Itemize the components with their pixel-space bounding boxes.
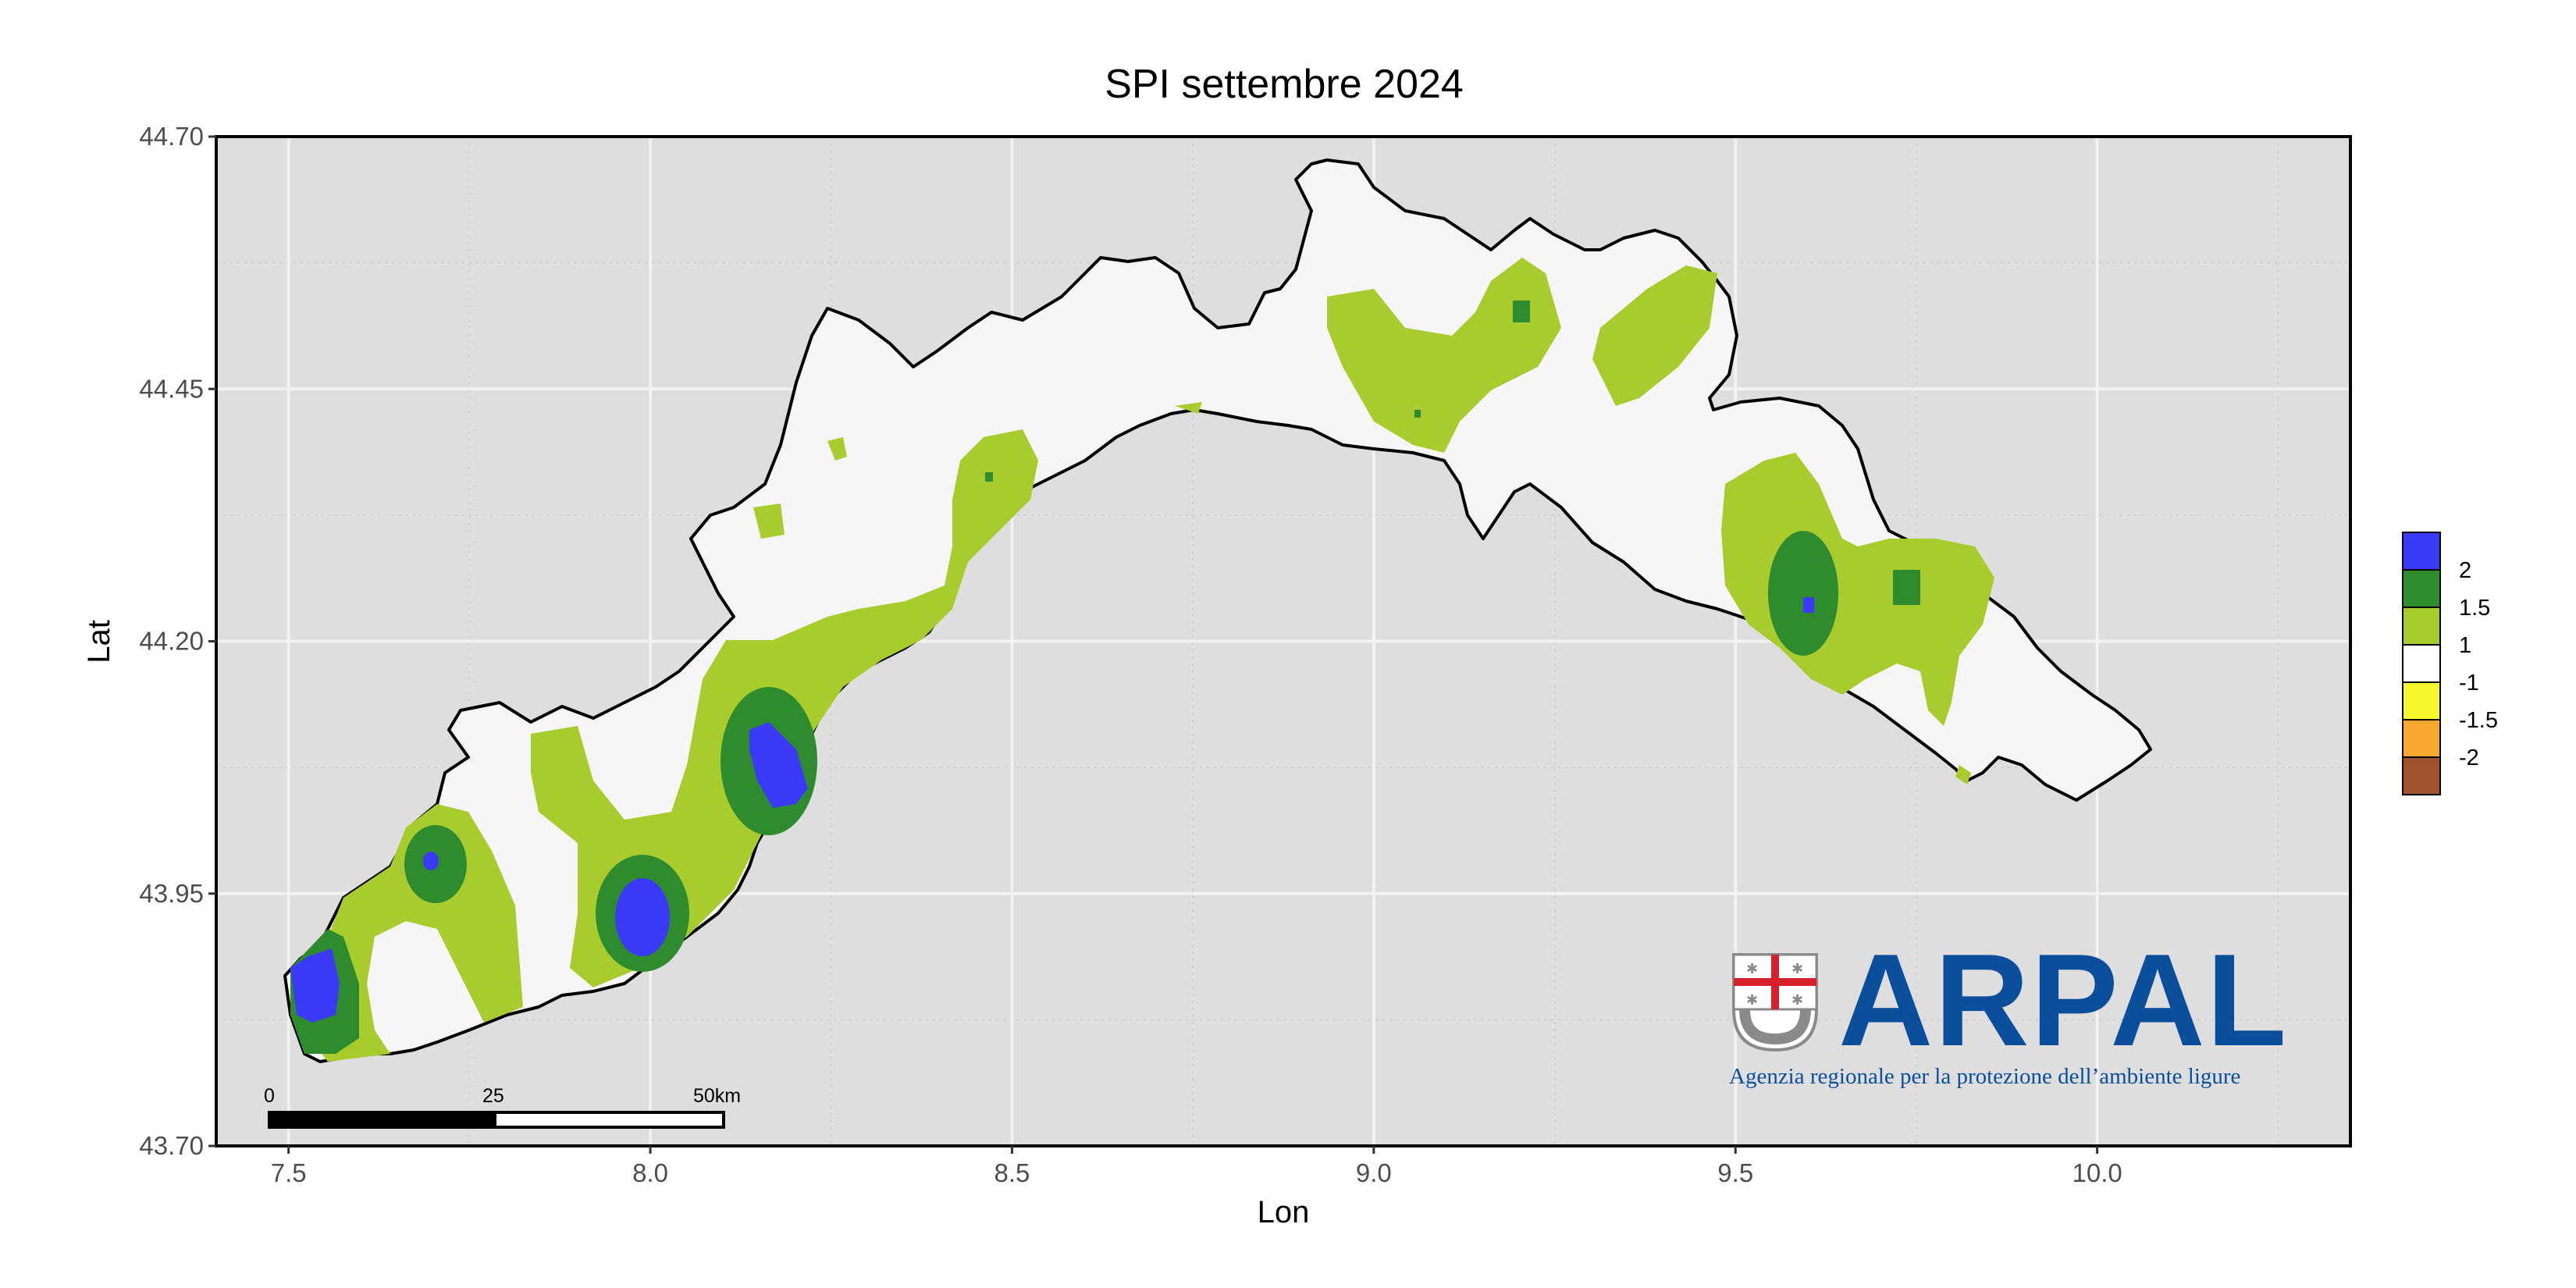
- logo-tagline: Agenzia regionale per la protezione dell…: [1729, 1064, 2241, 1089]
- x-axis-title: Lon: [1258, 1195, 1310, 1229]
- x-tick-label: 9.5: [1717, 1158, 1753, 1187]
- spi-zone-moderately-wet: [1592, 265, 1717, 406]
- spi-zone-extremely-wet: [290, 948, 340, 1023]
- y-axis-title: Lat: [82, 620, 116, 664]
- spi-zone-moderately-wet: [753, 503, 785, 539]
- y-tick-label: 44.20: [139, 627, 204, 656]
- y-axis-ticks: 43.70 43.95 44.20 44.45 44.70: [139, 122, 216, 1160]
- spi-zone-extremely-wet: [423, 852, 439, 870]
- svg-text:✱: ✱: [1746, 961, 1758, 977]
- legend-swatch: [2402, 569, 2441, 608]
- spi-zone-very-wet: [1893, 570, 1920, 605]
- y-tick-label: 43.70: [139, 1131, 204, 1160]
- spi-zone-very-wet: [1513, 301, 1530, 322]
- spi-anomaly-areas: [290, 258, 1994, 1062]
- scale-label-25: 25: [482, 1085, 504, 1107]
- spi-zone-very-wet: [1414, 410, 1421, 418]
- spi-zone-extremely-wet: [749, 722, 808, 808]
- legend-label: 1: [2459, 633, 2471, 658]
- scale-label-0: 0: [264, 1085, 275, 1107]
- legend-swatch: [2402, 719, 2441, 758]
- x-tick-label: 8.5: [994, 1158, 1030, 1187]
- spi-zone-moderately-wet: [1175, 402, 1202, 414]
- spi-zone-moderately-wet: [1955, 765, 1971, 785]
- logo-wordmark: ARPAL: [1838, 927, 2289, 1073]
- y-tick-label: 44.70: [139, 122, 204, 151]
- legend-label: -1.5: [2459, 708, 2498, 733]
- spi-zone-extremely-wet: [615, 878, 670, 956]
- arpal-logo: ✱ ✱ ✱ ✱ ARPAL Agenzia regionale per la p…: [1729, 934, 2291, 1097]
- legend-label: 2: [2459, 558, 2471, 583]
- y-tick-label: 43.95: [139, 879, 204, 908]
- x-tick-label: 7.5: [271, 1158, 307, 1187]
- legend-label: -2: [2459, 745, 2479, 770]
- x-tick-label: 8.0: [632, 1158, 668, 1187]
- spi-zone-moderately-wet: [1327, 258, 1561, 453]
- legend: 2 1.5 1 -1 -1.5 -2: [2402, 532, 2498, 795]
- spi-zone-very-wet: [985, 472, 993, 482]
- x-tick-label: 10.0: [2073, 1158, 2122, 1187]
- legend-swatch: [2402, 532, 2441, 571]
- svg-text:✱: ✱: [1791, 961, 1803, 977]
- svg-text:✱: ✱: [1791, 992, 1803, 1009]
- y-tick-label: 44.45: [139, 374, 204, 403]
- legend-label: -1: [2459, 671, 2479, 696]
- spi-zone-moderately-wet: [827, 437, 847, 461]
- legend-swatch: [2402, 681, 2441, 720]
- spi-zone-moderately-wet: [1721, 453, 1994, 726]
- x-axis-ticks: 7.5 8.0 8.5 9.0 9.5 10.0: [271, 1146, 2122, 1187]
- spi-zone-very-wet: [1768, 531, 1838, 656]
- map-title: SPI settembre 2024: [1105, 62, 1464, 107]
- legend-label: 1.5: [2459, 596, 2490, 621]
- liguria-crest-icon: ✱ ✱ ✱ ✱: [1732, 953, 1818, 1052]
- scale-label-50km: 50km: [693, 1085, 741, 1107]
- legend-swatch: [2402, 644, 2441, 683]
- x-tick-label: 9.0: [1356, 1158, 1392, 1187]
- scale-bar-segment: [269, 1112, 496, 1127]
- legend-swatch: [2402, 756, 2441, 795]
- legend-swatch: [2402, 607, 2441, 646]
- scale-bar: 0 25 50km: [264, 1085, 741, 1129]
- spi-zone-extremely-wet: [1803, 597, 1814, 613]
- svg-text:✱: ✱: [1746, 992, 1758, 1009]
